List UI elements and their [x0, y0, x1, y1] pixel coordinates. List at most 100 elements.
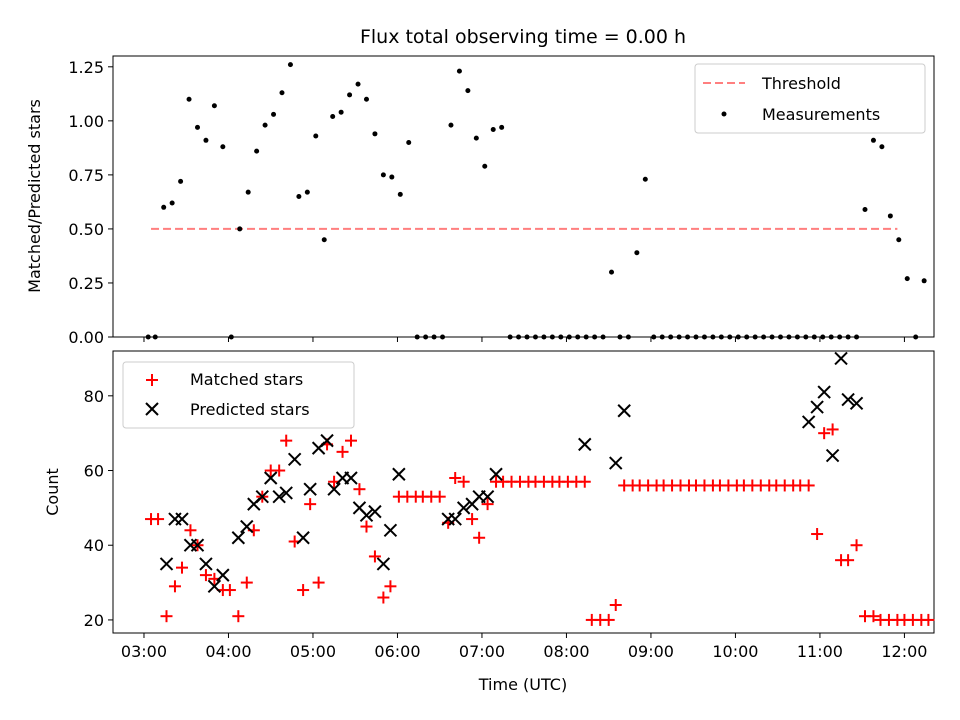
- matched-point-41: [473, 531, 486, 544]
- matched-point-58: [609, 598, 622, 611]
- measurement-point-53: [592, 334, 598, 340]
- measurement-point-72: [752, 334, 758, 340]
- predicted-point-45: [849, 396, 864, 410]
- measurement-point-28: [380, 172, 386, 178]
- predicted-point-42: [825, 448, 840, 463]
- predicted-point-4: [190, 538, 205, 552]
- predicted-point-44: [841, 392, 855, 407]
- bottom-y-ticks: 20 40 60 80: [84, 387, 113, 630]
- measurement-point-50: [566, 334, 572, 340]
- measurement-point-84: [854, 334, 860, 340]
- measurement-point-62: [668, 334, 674, 340]
- top-y-tick-label-1: 0.25: [68, 274, 104, 293]
- measurement-point-9: [220, 144, 226, 150]
- measurement-point-68: [718, 334, 724, 340]
- measurement-point-25: [355, 81, 361, 87]
- x-tick-label-6: 09:00: [628, 642, 674, 661]
- predicted-point-19: [320, 433, 334, 448]
- measurement-point-52: [583, 334, 589, 340]
- bottom-y-tick-label-3: 80: [84, 387, 104, 406]
- top-y-tick-label-0: 0.00: [68, 328, 104, 347]
- measurement-point-91: [913, 334, 919, 340]
- top-y-tick-label-5: 1.25: [68, 58, 104, 77]
- x-axis-label: Time (UTC): [478, 675, 567, 694]
- predicted-point-14: [279, 486, 293, 500]
- matched-point-42: [481, 498, 494, 511]
- predicted-point-37: [609, 456, 623, 470]
- measurement-point-64: [685, 334, 691, 340]
- measurement-point-12: [245, 189, 251, 195]
- measurement-point-82: [837, 334, 843, 340]
- top-x-ticks: [143, 337, 905, 342]
- measurement-point-57: [625, 334, 631, 340]
- measurement-point-21: [321, 237, 327, 243]
- bottom-legend: Matched stars Predicted stars: [122, 361, 355, 429]
- top-y-tick-label-4: 1.00: [68, 112, 104, 131]
- legend-predicted-label: Predicted stars: [190, 400, 310, 419]
- predicted-point-43: [834, 351, 848, 366]
- measurement-point-58: [634, 250, 640, 256]
- matched-point-82: [802, 479, 815, 492]
- measurement-point-51: [575, 334, 581, 340]
- measurement-point-11: [237, 226, 243, 232]
- matched-point-29: [377, 591, 390, 604]
- measurement-point-2: [161, 204, 167, 210]
- matched-point-30: [384, 580, 397, 593]
- measurement-point-46: [532, 334, 538, 340]
- predicted-point-8: [231, 531, 246, 545]
- bottom-x-ticks: 03:00 04:00 05:00 06:00 07:00 08:00 09:00 10:00…: [121, 633, 927, 661]
- predicted-point-2: [175, 512, 189, 526]
- measurement-point-29: [389, 174, 395, 180]
- measurement-point-18: [296, 194, 302, 199]
- measurement-point-30: [397, 191, 403, 197]
- measurement-points: [145, 62, 927, 340]
- x-tick-label-8: 11:00: [797, 642, 843, 661]
- matched-point-87: [842, 554, 855, 567]
- measurement-point-26: [363, 96, 369, 102]
- measurement-point-45: [524, 334, 530, 340]
- measurement-point-92: [921, 278, 927, 284]
- measurement-point-27: [372, 131, 378, 137]
- measurement-point-60: [651, 334, 657, 340]
- matched-point-17: [280, 434, 293, 447]
- measurement-point-24: [347, 92, 353, 98]
- measurement-point-8: [211, 103, 217, 109]
- top-panel: 0.00 0.25 0.50 0.75 1.00 1.25 Matched/Predict…: [25, 55, 935, 347]
- top-y-tick-label-2: 0.50: [68, 220, 104, 239]
- bottom-y-tick-label-0: 20: [84, 611, 104, 630]
- bottom-y-axis-label: Count: [43, 468, 62, 516]
- measurement-point-16: [279, 90, 285, 96]
- measurement-point-19: [304, 189, 310, 195]
- measurement-point-17: [287, 62, 293, 68]
- matched-point-38: [449, 471, 462, 484]
- measurement-point-55: [609, 269, 615, 275]
- matched-point-4: [176, 561, 189, 574]
- measurement-point-56: [617, 334, 623, 340]
- matched-point-57: [602, 613, 615, 626]
- measurement-point-80: [820, 334, 826, 340]
- legend-measurement-label: Measurements: [762, 105, 880, 124]
- measurement-point-61: [659, 334, 665, 340]
- measurement-point-34: [431, 334, 437, 340]
- measurement-point-88: [887, 213, 893, 219]
- figure-title: Flux total observing time = 0.00 h: [360, 26, 686, 48]
- matched-point-25: [344, 434, 357, 447]
- measurement-point-37: [456, 68, 462, 74]
- predicted-point-35: [489, 467, 503, 481]
- x-tick-label-9: 12:00: [881, 642, 927, 661]
- measurement-point-59: [642, 176, 648, 182]
- top-legend: Threshold Measurements: [694, 63, 926, 134]
- matched-point-84: [818, 427, 831, 440]
- measurement-point-31: [406, 139, 412, 145]
- measurement-point-6: [194, 124, 200, 130]
- matched-point-28: [368, 550, 381, 563]
- measurement-point-3: [169, 200, 175, 206]
- top-y-tick-label-3: 0.75: [68, 166, 104, 185]
- matched-point-36: [433, 490, 446, 503]
- measurement-point-40: [482, 163, 488, 169]
- measurement-point-66: [701, 334, 707, 340]
- matched-point-3: [168, 580, 181, 593]
- predicted-point-5: [199, 557, 213, 571]
- matched-point-26: [353, 483, 366, 496]
